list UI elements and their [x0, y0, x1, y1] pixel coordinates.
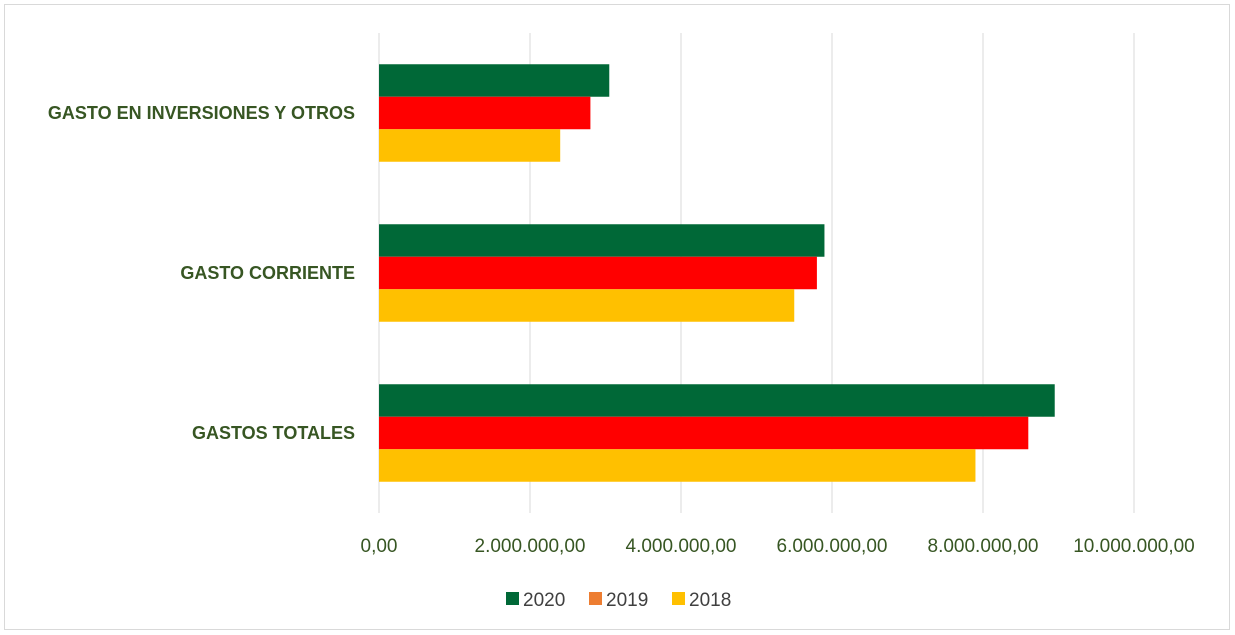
tick-label: 8.000.000,00: [928, 536, 1039, 557]
category-labels: GASTO EN INVERSIONES Y OTROS GASTO CORRIE…: [48, 103, 355, 443]
legend-swatch-2019: [589, 592, 602, 605]
legend-label: 2018: [689, 590, 731, 611]
legend-swatch-2020: [506, 592, 519, 605]
tick-label: 10.000.000,00: [1073, 536, 1195, 557]
category-label: GASTO CORRIENTE: [180, 263, 355, 283]
bars: [379, 64, 1055, 482]
bar-2018: [379, 129, 561, 162]
category-label: GASTOS TOTALES: [192, 423, 355, 443]
bar-2020: [379, 384, 1055, 417]
bar-2019: [379, 256, 817, 290]
tick-label: 2.000.000,00: [475, 536, 586, 557]
legend: 2020 2019 2018: [506, 590, 731, 611]
tick-label: 4.000.000,00: [626, 536, 737, 557]
bar-2018: [379, 289, 795, 322]
bar-2019: [379, 96, 591, 130]
bar-2018: [379, 449, 976, 482]
bar-2020: [379, 64, 610, 97]
bar-2019: [379, 416, 1029, 450]
legend-swatch-2018: [672, 592, 685, 605]
tick-label: 6.000.000,00: [777, 536, 888, 557]
bar-2020: [379, 224, 825, 257]
legend-label: 2020: [523, 590, 565, 611]
category-label: GASTO EN INVERSIONES Y OTROS: [48, 103, 355, 123]
legend-label: 2019: [606, 590, 648, 611]
tick-label: 0,00: [361, 536, 398, 557]
tick-labels: 0,00 2.000.000,00 4.000.000,00 6.000.000,00…: [361, 536, 1195, 557]
